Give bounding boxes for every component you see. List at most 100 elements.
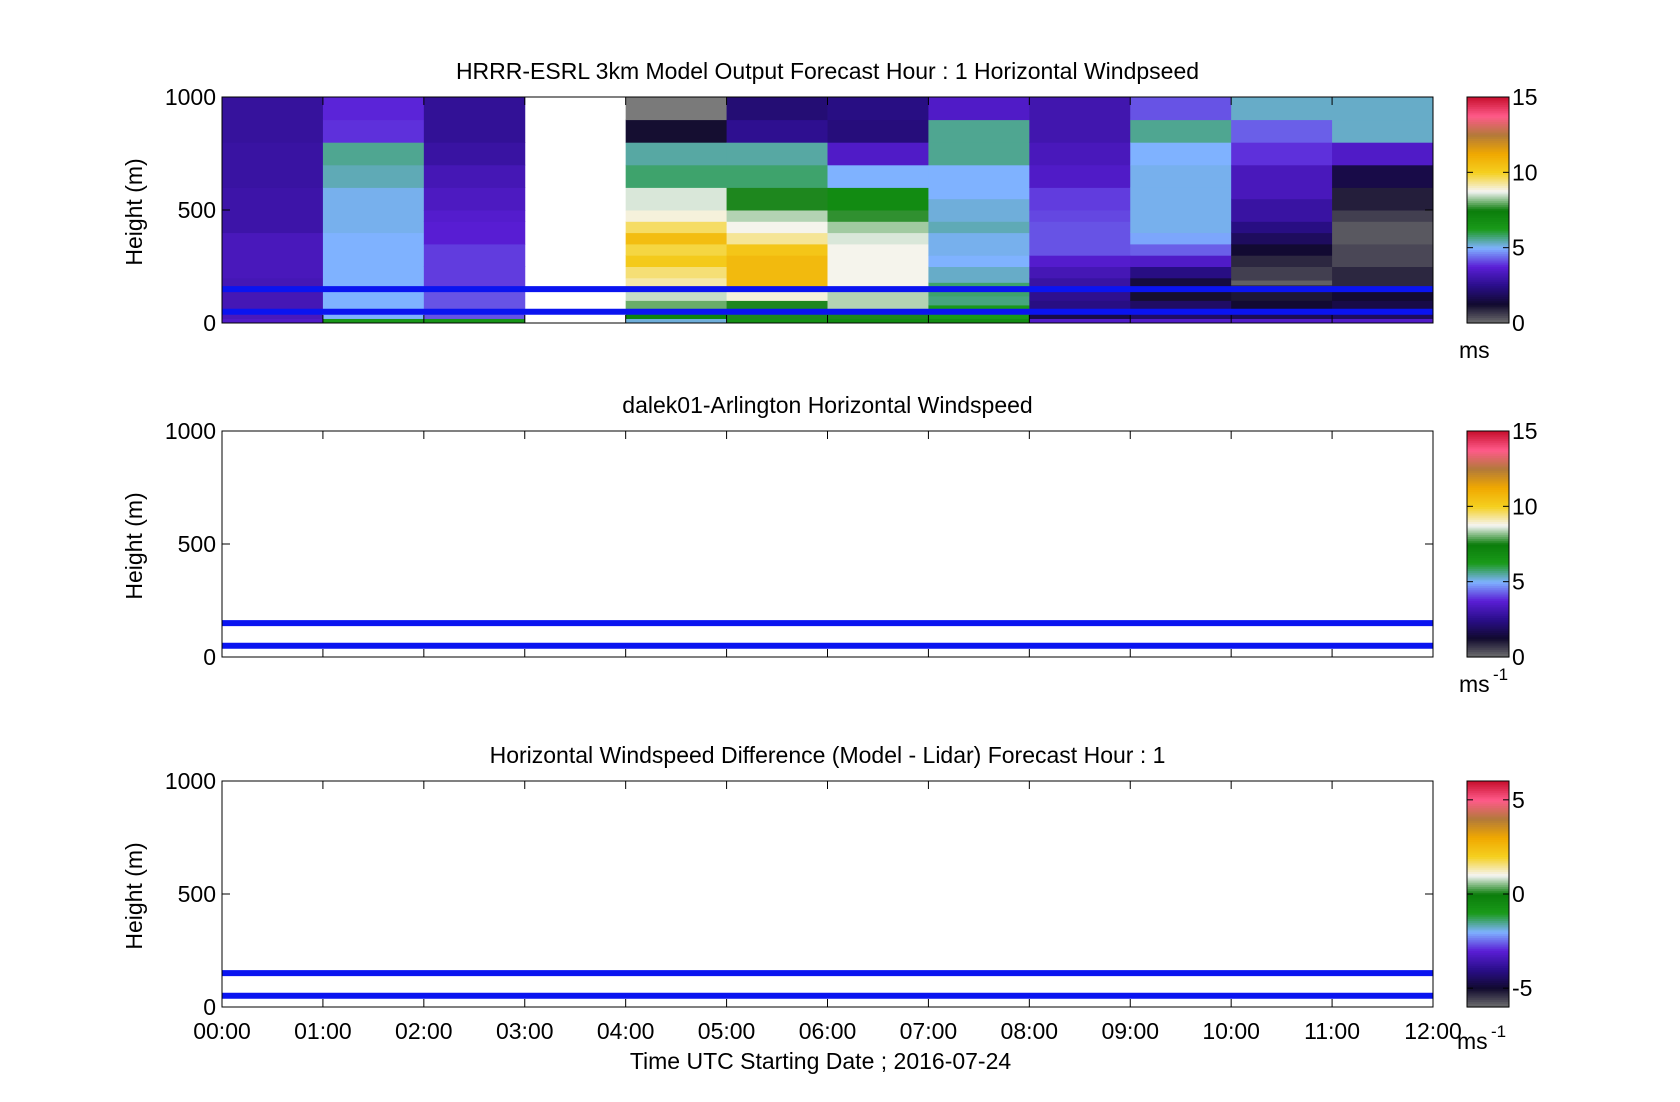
colorbar-tick-label: 15 [1512, 418, 1538, 444]
colorbar-segment [1467, 937, 1509, 940]
x-tick-label: 06:00 [799, 1018, 857, 1044]
heatmap-cell [1029, 300, 1131, 313]
x-tick-label: 04:00 [597, 1018, 655, 1044]
colorbar-segment [1467, 455, 1509, 458]
colorbar-segment [1467, 950, 1509, 953]
colorbar-segment [1467, 119, 1509, 123]
colorbar-segment [1467, 988, 1509, 991]
colorbar-unit-label: ms [1459, 337, 1490, 363]
x-tick-label: 12:00 [1404, 1018, 1462, 1044]
colorbar-segment [1467, 568, 1509, 571]
heatmap-cell [726, 210, 828, 222]
colorbar-segment [1467, 502, 1509, 506]
colorbar-segment [1467, 251, 1509, 254]
colorbar-segment [1467, 538, 1509, 541]
colorbar-segment [1467, 298, 1509, 301]
colorbar-segment [1467, 602, 1509, 605]
colorbar-segment [1467, 129, 1509, 132]
colorbar-segment [1467, 781, 1509, 784]
colorbar-segment [1467, 929, 1509, 933]
heatmap-cell [928, 221, 1030, 234]
colorbar-segment [1467, 100, 1509, 104]
colorbar-unit-label: ms [1457, 1028, 1488, 1054]
colorbar-segment [1467, 562, 1509, 566]
colorbar-segment [1467, 944, 1509, 948]
heatmap-cell [322, 97, 425, 121]
heatmap-cell [423, 318, 526, 324]
colorbar-segment [1467, 223, 1509, 226]
heatmap-cell [928, 295, 1030, 306]
panel-2: 0 500 1000 dalek01-Arlington Horizontal Win… [121, 392, 1538, 697]
heatmap-cell [322, 142, 425, 166]
colorbar-segment [1467, 841, 1509, 844]
y-tick-label: 0 [203, 310, 216, 336]
heatmap-cell [726, 255, 828, 290]
heatmap-cell [625, 255, 728, 267]
colorbar-segment [1467, 871, 1509, 874]
heatmap-cell [726, 142, 828, 166]
colorbar-segment [1467, 545, 1509, 549]
colorbar-segment [1467, 845, 1509, 848]
colorbar-segment [1467, 194, 1509, 198]
colorbar-segment [1467, 634, 1509, 637]
heatmap-cell [1332, 164, 1434, 188]
colorbar-segment [1467, 464, 1509, 468]
colorbar-segment [1467, 115, 1509, 119]
heatmap-cell [1130, 232, 1232, 245]
colorbar-tick-label: 10 [1512, 159, 1538, 185]
colorbar-segment [1467, 258, 1509, 262]
colorbar-segment [1467, 912, 1509, 916]
chart-title: Horizontal Windspeed Difference (Model -… [490, 742, 1166, 768]
colorbar-segment [1467, 814, 1509, 818]
colorbar-segment [1467, 875, 1509, 878]
colorbar-segment [1467, 510, 1509, 513]
x-tick-label: 10:00 [1202, 1018, 1260, 1044]
colorbar-segment [1467, 491, 1509, 494]
colorbar-segment [1467, 508, 1509, 511]
heatmap-cell [625, 232, 728, 245]
colorbar-segment [1467, 461, 1509, 464]
colorbar-segment [1467, 824, 1509, 827]
colorbar-segment [1467, 954, 1509, 957]
colorbar-segment [1467, 809, 1509, 812]
colorbar-segment [1467, 559, 1509, 562]
colorbar-segment [1467, 980, 1509, 984]
colorbar-segment [1467, 274, 1509, 277]
colorbar-segment [1467, 948, 1509, 952]
heatmap-cell [726, 164, 828, 188]
heatmap-cell [928, 318, 1030, 324]
colorbar-segment [1467, 127, 1509, 130]
colorbar-segment [1467, 638, 1509, 641]
colorbar-segment [1467, 478, 1509, 481]
y-tick-label: 500 [178, 197, 216, 223]
heatmap-cell [928, 255, 1030, 267]
colorbar-segment [1467, 564, 1509, 568]
colorbar-segment [1467, 181, 1509, 185]
colorbar-segment [1467, 179, 1509, 183]
colorbar-segment [1467, 892, 1509, 895]
colorbar-segment [1467, 803, 1509, 807]
colorbar-segment [1467, 142, 1509, 145]
colorbar-segment [1467, 643, 1509, 647]
colorbar-unit-exponent: -1 [1491, 1022, 1506, 1041]
colorbar-segment [1467, 515, 1509, 519]
colorbar-segment [1467, 272, 1509, 275]
colorbar-segment [1467, 527, 1509, 530]
colorbar-segment [1467, 608, 1509, 611]
colorbar-segment [1467, 279, 1509, 283]
colorbar-segment [1467, 901, 1509, 905]
heatmap-cell [1029, 97, 1131, 143]
colorbar-segment [1467, 257, 1509, 260]
colorbar-segment [1467, 193, 1509, 196]
colorbar-segment [1467, 858, 1509, 861]
heatmap-cell [726, 221, 828, 234]
colorbar-segment [1467, 942, 1509, 946]
heatmap-cell [625, 119, 728, 143]
heatmap-cell [1130, 142, 1232, 166]
heatmap-cell [827, 119, 929, 143]
colorbar-unit-exponent: -1 [1493, 665, 1508, 684]
colorbar-segment [1467, 106, 1509, 109]
colorbar-segment [1467, 468, 1509, 472]
colorbar-segment [1467, 319, 1509, 322]
heatmap-cell [1332, 311, 1434, 319]
